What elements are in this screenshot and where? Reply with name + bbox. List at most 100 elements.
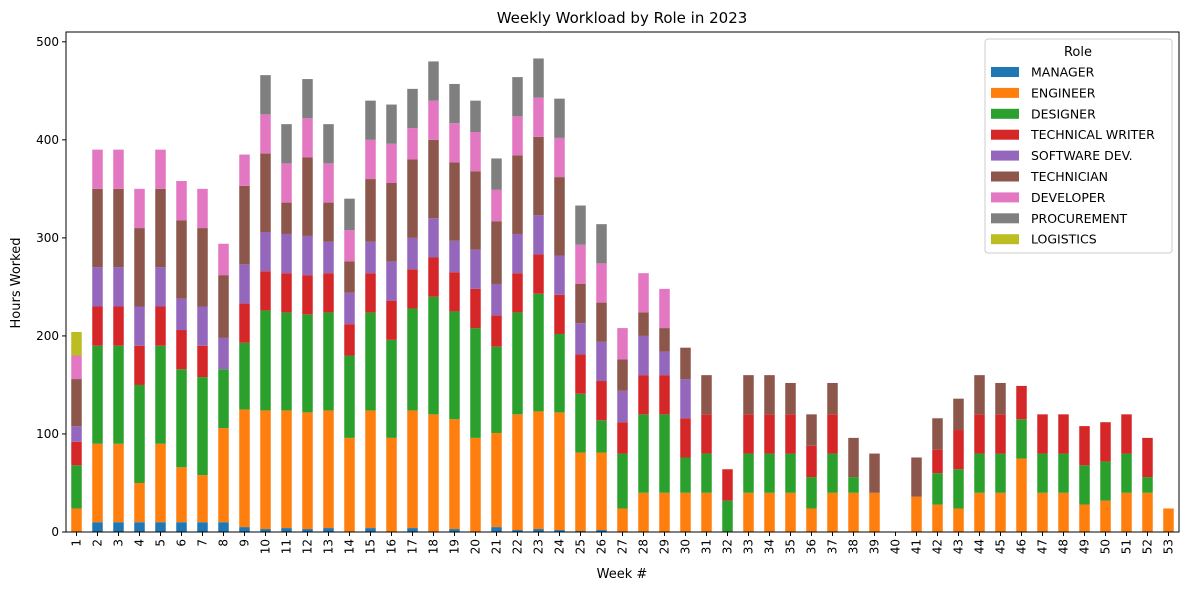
x-tick-label: 14 xyxy=(343,539,357,554)
bar-segment xyxy=(869,492,880,532)
bar-segment xyxy=(113,188,124,268)
bar-segment xyxy=(113,522,124,532)
bar-segment xyxy=(827,492,838,532)
bar-segment xyxy=(155,306,166,346)
legend-title: Role xyxy=(1064,45,1092,60)
bar-segment xyxy=(323,273,334,313)
bar-segment xyxy=(932,504,943,532)
x-tick-label: 2 xyxy=(91,539,105,547)
bar-segment xyxy=(176,467,187,523)
bar-segment xyxy=(638,312,649,336)
bar-segment xyxy=(659,492,670,532)
legend-swatch xyxy=(991,213,1019,224)
chart-title: Weekly Workload by Role in 2023 xyxy=(497,9,748,27)
bar-segment xyxy=(617,422,628,454)
bar-segment xyxy=(134,228,145,307)
x-tick-label: 45 xyxy=(994,539,1008,554)
bar-segment xyxy=(134,522,145,532)
bar-segment xyxy=(239,409,250,528)
bar-segment xyxy=(848,477,859,493)
bar-segment xyxy=(113,149,124,189)
bar-segment xyxy=(407,159,418,238)
bar-segment xyxy=(176,369,187,468)
bar-segment xyxy=(176,181,187,221)
bar-segment xyxy=(197,228,208,307)
bar-segment xyxy=(1100,422,1111,462)
bar-segment xyxy=(1058,453,1069,493)
bar-segment xyxy=(302,235,313,276)
bar-segment xyxy=(323,528,334,532)
bar-segment xyxy=(512,233,523,274)
bar-segment xyxy=(344,198,355,231)
bar-segment xyxy=(491,221,502,284)
bar-segment xyxy=(449,272,460,312)
bar-segment xyxy=(659,414,670,493)
bar-segment xyxy=(281,163,292,203)
bar-segment xyxy=(554,294,565,334)
bar-segment xyxy=(407,308,418,411)
x-tick-label: 40 xyxy=(889,539,903,554)
bar-segment xyxy=(554,333,565,413)
x-tick-label: 51 xyxy=(1120,539,1134,554)
bar-segment xyxy=(281,233,292,274)
bar-segment xyxy=(155,345,166,444)
bar-segment xyxy=(365,273,376,313)
bar-segment xyxy=(92,443,103,523)
bar-segment xyxy=(407,88,418,129)
bar-segment xyxy=(1100,461,1111,501)
bar-segment xyxy=(176,330,187,370)
bar-segment xyxy=(743,492,754,532)
bar-segment xyxy=(428,414,439,532)
x-tick-label: 26 xyxy=(595,539,609,554)
bar-segment xyxy=(239,303,250,343)
bar-segment xyxy=(323,312,334,411)
x-tick-label: 22 xyxy=(511,539,525,554)
x-tick-label: 44 xyxy=(973,539,987,554)
bar-segment xyxy=(596,530,607,532)
bar-segment xyxy=(1037,492,1048,532)
bar-segment xyxy=(428,296,439,415)
x-tick-label: 18 xyxy=(427,539,441,554)
x-tick-label: 6 xyxy=(175,539,189,547)
bar-segment xyxy=(827,453,838,493)
bar-segment xyxy=(155,522,166,532)
bar-segment xyxy=(575,244,586,284)
bar-segment xyxy=(512,530,523,532)
bar-segment xyxy=(155,267,166,307)
bar-segment xyxy=(617,390,628,423)
y-tick-label: 200 xyxy=(36,329,59,343)
bar-segment xyxy=(407,237,418,270)
bar-segment xyxy=(533,215,544,255)
bar-segment xyxy=(575,323,586,355)
x-tick-label: 53 xyxy=(1162,539,1176,554)
bar-segment xyxy=(218,428,229,523)
bar-segment xyxy=(92,345,103,444)
bar-segment xyxy=(533,97,544,137)
bar-segment xyxy=(92,306,103,346)
bar-segment xyxy=(260,114,271,154)
bar-segment xyxy=(575,393,586,453)
bar-segment xyxy=(302,529,313,532)
x-axis-ticks: 1 2 3 4 5 6 7 8 9 10 11 12 13 14 15 16 17 18 19 20 21 22 23 24 2… xyxy=(70,532,1176,554)
bar-segment xyxy=(260,271,271,311)
bar-segment xyxy=(743,414,754,454)
bar-segment xyxy=(344,292,355,325)
bar-segment xyxy=(344,230,355,262)
bar-segment xyxy=(575,283,586,324)
bar-segment xyxy=(239,264,250,304)
bar-segment xyxy=(218,275,229,338)
bar-segment xyxy=(155,149,166,189)
x-tick-label: 37 xyxy=(826,539,840,554)
bar-segment xyxy=(1016,385,1027,420)
bar-segment xyxy=(449,311,460,420)
bar-segment xyxy=(554,177,565,256)
bar-segment xyxy=(764,414,775,454)
bar-segment xyxy=(302,157,313,236)
bar-segment xyxy=(449,123,460,163)
bar-segment xyxy=(260,75,271,115)
bar-segment xyxy=(491,315,502,347)
x-tick-label: 10 xyxy=(259,539,273,554)
bar-segment xyxy=(659,328,670,352)
bar-segment xyxy=(1121,492,1132,532)
bar-segment xyxy=(995,453,1006,493)
